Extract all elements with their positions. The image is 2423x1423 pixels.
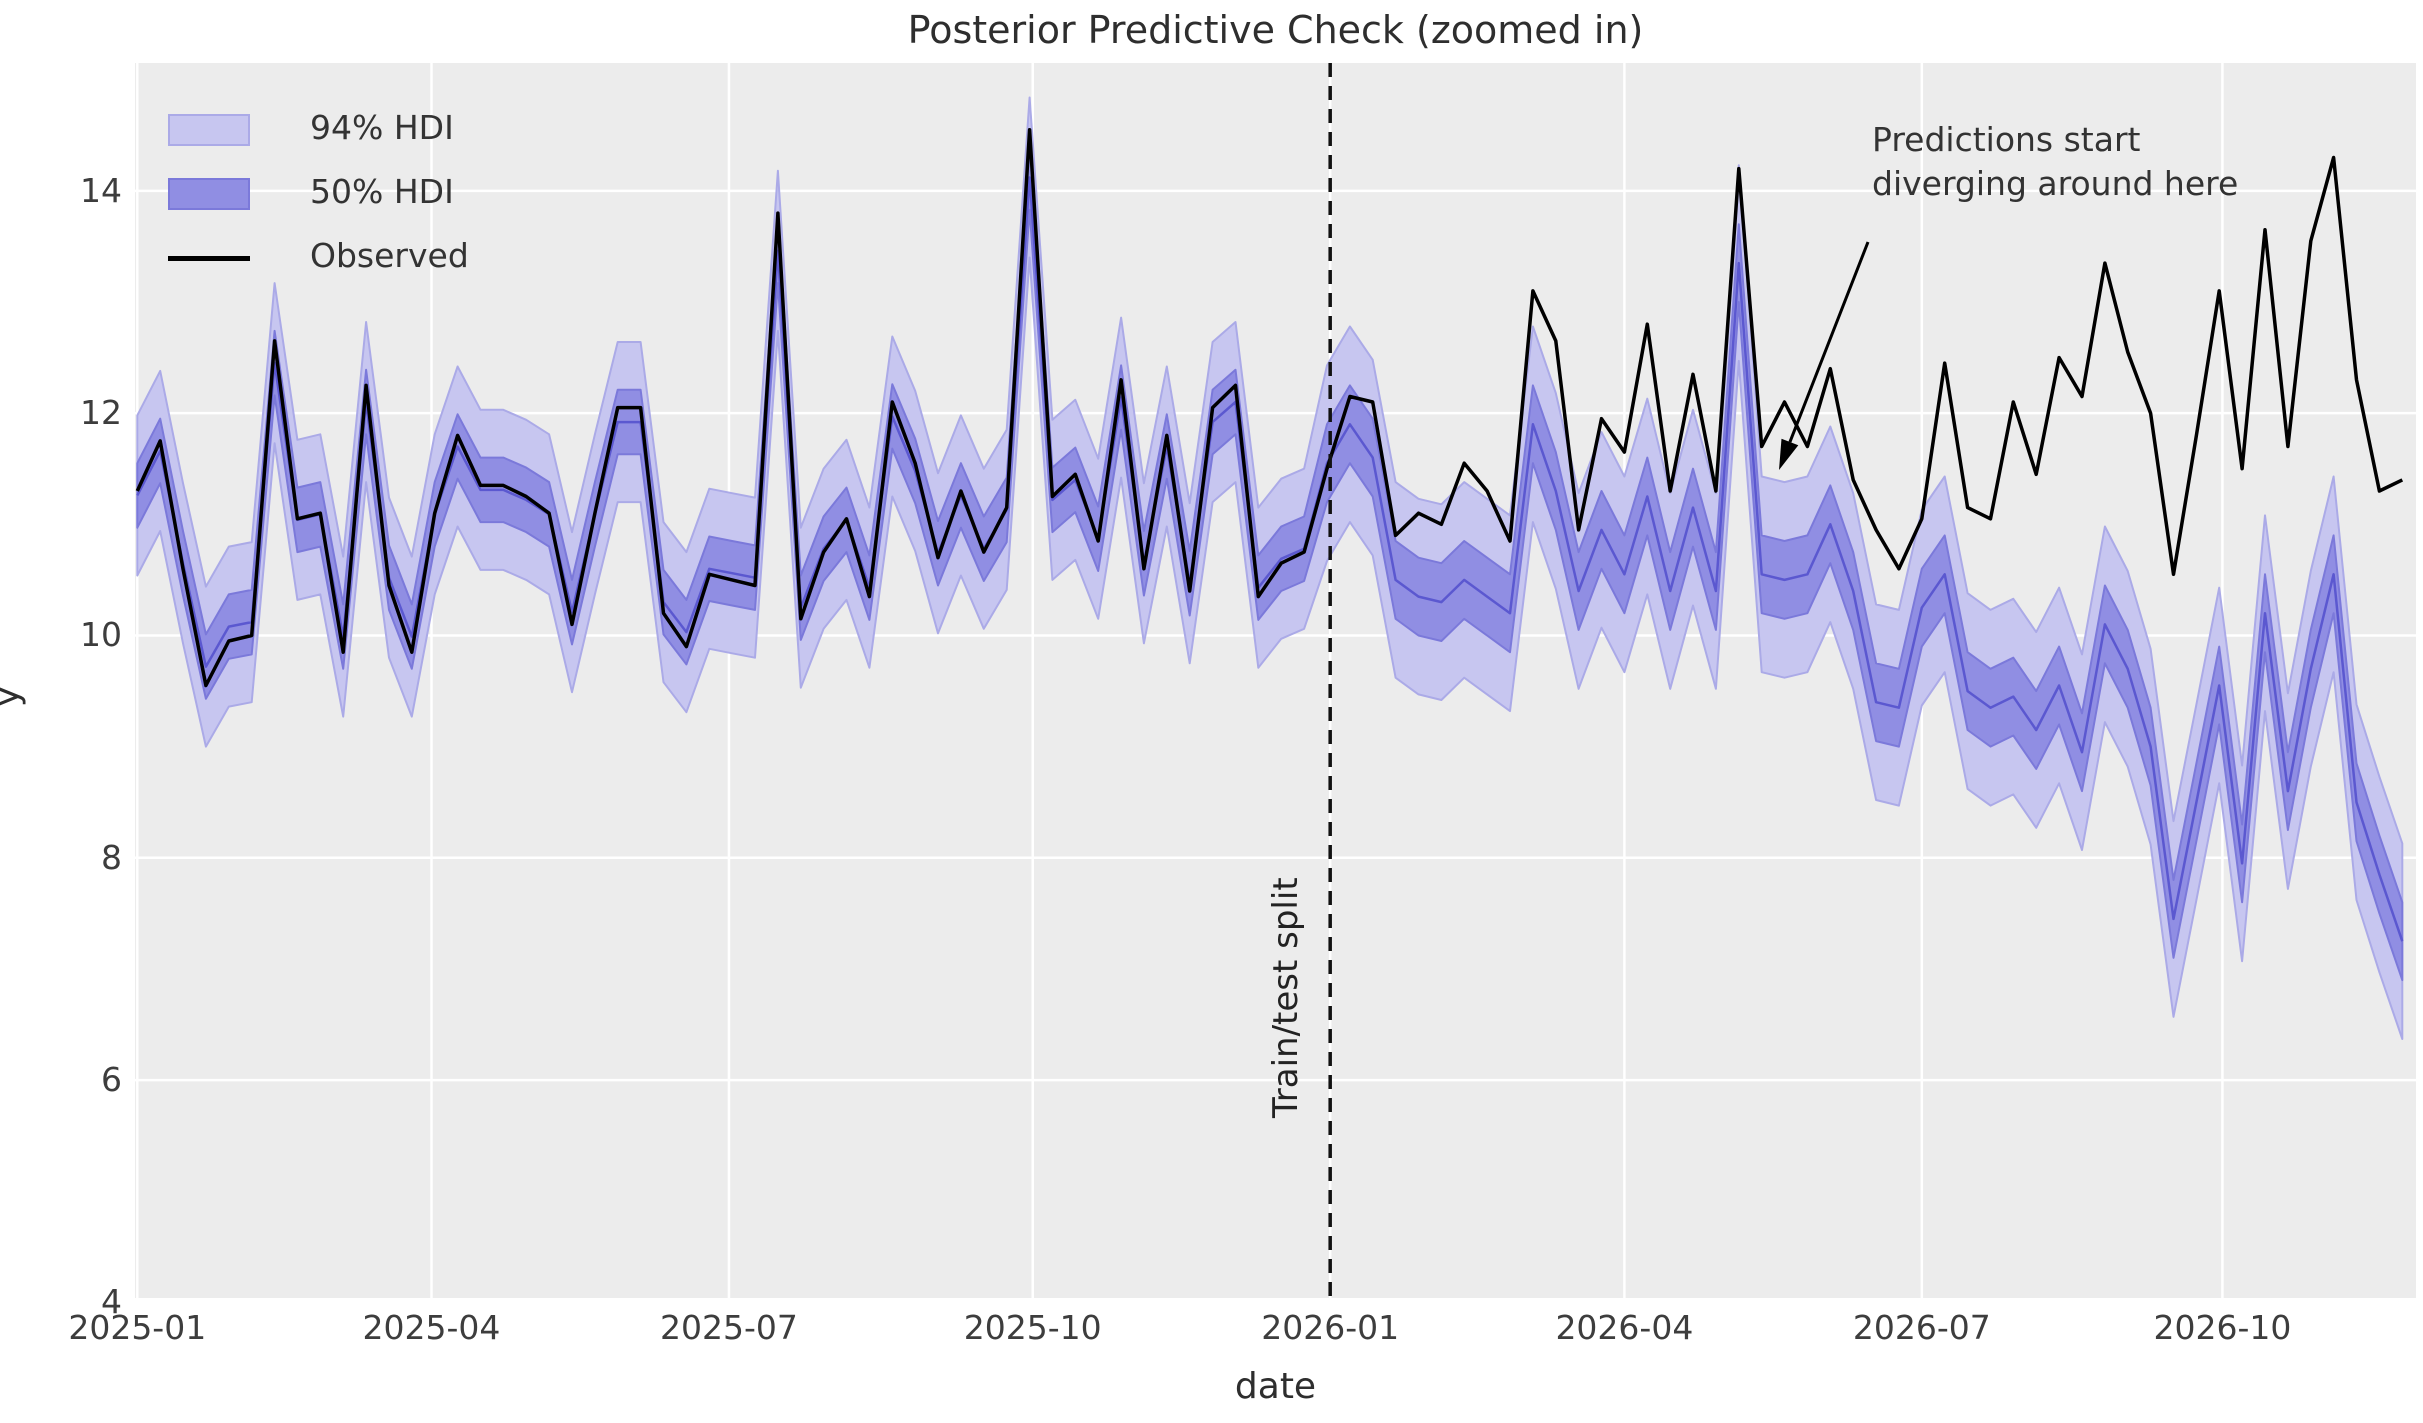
y-tick-label: 12 [80, 393, 122, 433]
y-tick-label: 4 [101, 1282, 122, 1322]
x-tick-label: 2026-01 [1261, 1308, 1400, 1347]
train-test-split-label: Train/test split [1266, 877, 1306, 1118]
legend-label: 50% HDI [310, 172, 454, 211]
chart-title: Posterior Predictive Check (zoomed in) [907, 8, 1644, 52]
divergence-annotation: Predictions start diverging around here [1872, 120, 2239, 203]
x-tick-label: 2025-07 [659, 1308, 798, 1347]
observed-line-swatch-icon [168, 256, 250, 261]
annotation-arrow-shaft [1788, 241, 1870, 443]
hdi50-band [136, 144, 2404, 982]
observed-line [135, 127, 2404, 688]
y-tick-label: 10 [80, 615, 122, 655]
legend-label: 94% HDI [310, 108, 454, 147]
x-tick-label: 2025-01 [68, 1308, 207, 1347]
posterior-median-line [136, 176, 2404, 942]
x-tick-label: 2026-07 [1852, 1308, 1991, 1347]
hdi50-swatch-icon [168, 178, 250, 210]
y-tick-label: 14 [80, 170, 122, 210]
annotation-arrow-head-icon [1779, 438, 1799, 470]
x-axis-label: date [1234, 1366, 1317, 1407]
y-tick-label: 8 [101, 837, 122, 877]
y-axis-label: y [0, 686, 27, 707]
x-tick-label: 2026-04 [1555, 1308, 1694, 1347]
x-tick-label: 2026-10 [2153, 1308, 2292, 1347]
y-tick-label: 6 [101, 1060, 122, 1100]
legend-label: Observed [310, 236, 469, 275]
x-tick-label: 2025-04 [362, 1308, 501, 1347]
x-tick-label: 2025-10 [963, 1308, 1102, 1347]
hdi94-swatch-icon [168, 114, 250, 146]
